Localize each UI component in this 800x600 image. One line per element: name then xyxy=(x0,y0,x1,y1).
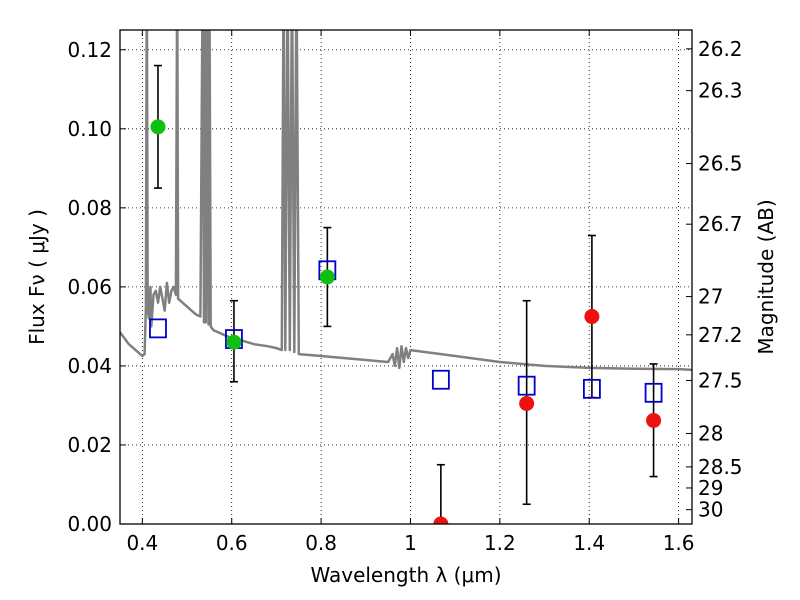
x-axis-title: Wavelength λ (μm) xyxy=(310,563,501,587)
magnitude-tick-label: 27.5 xyxy=(698,369,743,393)
x-tick-label: 1.6 xyxy=(663,531,695,555)
grid xyxy=(120,30,692,524)
flux-point xyxy=(319,269,335,285)
flux-point xyxy=(519,395,535,411)
flux-point xyxy=(584,309,600,325)
model-flux-square xyxy=(583,378,601,399)
magnitude-tick-label: 27 xyxy=(698,285,723,309)
x-tick-label: 0.6 xyxy=(216,531,248,555)
flux-point xyxy=(433,516,449,524)
tick-labels: 0.4 0.6 0.8 1 1.2 1.4 1.6 0.00 0.02 0.04 0.06 0.08 0… xyxy=(67,37,742,555)
x-tick-label: 1 xyxy=(404,531,417,555)
model-spectrum xyxy=(120,30,692,372)
magnitude-tick-label: 27.2 xyxy=(698,323,743,347)
model-flux-square xyxy=(517,375,536,396)
axis-ticks xyxy=(120,30,692,525)
magnitude-tick-label: 28 xyxy=(698,421,723,445)
magnitude-tick-label: 30 xyxy=(698,498,723,522)
y-axis-title: Flux Fν ( μJy ) xyxy=(25,209,49,345)
flux-point xyxy=(150,119,166,135)
flux-point xyxy=(646,412,662,428)
observed-flux-points xyxy=(150,119,662,524)
right-axis-title: Magnitude (AB) xyxy=(754,199,778,354)
flux-point xyxy=(226,334,242,350)
spectrum-line xyxy=(120,30,692,372)
y-tick-label: 0.10 xyxy=(67,117,112,141)
magnitude-tick-label: 29 xyxy=(698,476,723,500)
y-tick-label: 0.06 xyxy=(67,275,112,299)
model-flux-square xyxy=(149,318,167,339)
x-tick-label: 0.4 xyxy=(126,531,158,555)
model-flux-square xyxy=(431,369,450,390)
x-tick-label: 1.4 xyxy=(573,531,605,555)
x-tick-label: 0.8 xyxy=(305,531,337,555)
model-flux-square xyxy=(644,382,663,403)
y-tick-label: 0.08 xyxy=(67,196,112,220)
y-tick-label: 0.12 xyxy=(67,38,112,62)
model-flux-squares xyxy=(149,260,663,403)
plot-frame xyxy=(119,29,693,525)
magnitude-tick-label: 26.5 xyxy=(698,152,743,176)
magnitude-tick-label: 26.2 xyxy=(698,37,743,61)
magnitude-tick-label: 28.5 xyxy=(698,455,743,479)
y-tick-label: 0.02 xyxy=(67,433,112,457)
y-tick-label: 0.00 xyxy=(67,512,112,536)
y-tick-label: 0.04 xyxy=(67,354,112,378)
magnitude-tick-label: 26.7 xyxy=(698,212,743,236)
magnitude-tick-label: 26.3 xyxy=(698,79,743,103)
x-tick-label: 1.2 xyxy=(484,531,516,555)
